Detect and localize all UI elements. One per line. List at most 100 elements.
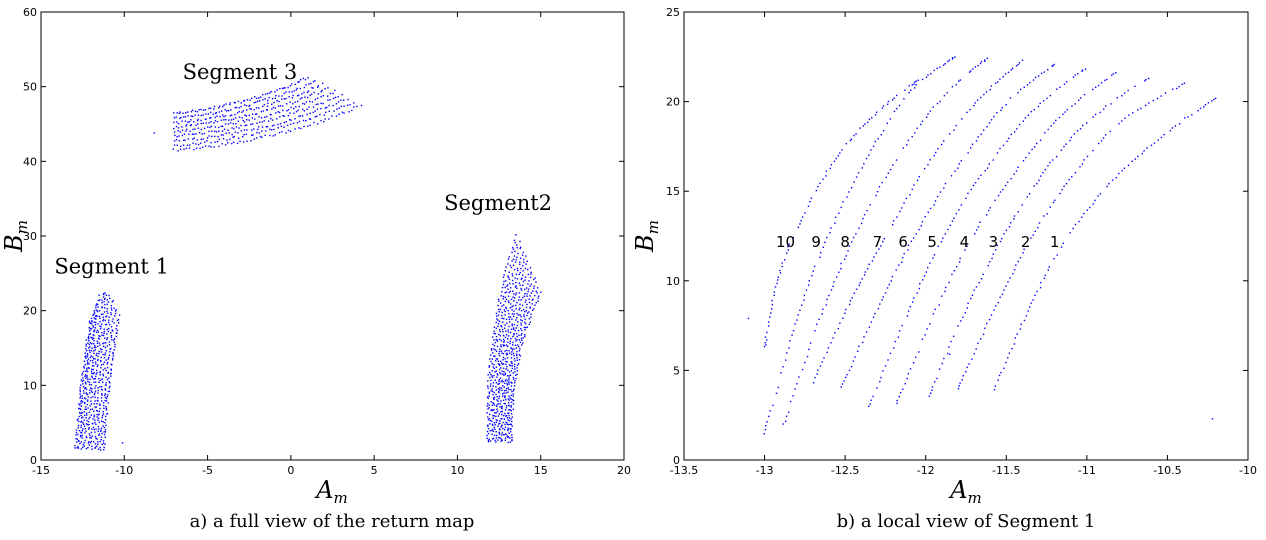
panel-b-point-curve-2 xyxy=(1098,142,1100,145)
panel-a-point-segment-3 xyxy=(338,113,340,115)
panel-a-point-segment2 xyxy=(488,365,491,367)
panel-a-point-segment-1 xyxy=(105,369,107,372)
panel-a-point-segment-3 xyxy=(276,118,278,120)
panel-a-point-segment-1 xyxy=(112,353,114,355)
panel-a-point-segment-3 xyxy=(189,144,191,146)
panel-a-point-segment-1 xyxy=(109,297,111,300)
panel-a-point-segment2 xyxy=(497,439,499,441)
panel-b-point-curve-5 xyxy=(977,177,980,180)
panel-a-point-segment2 xyxy=(495,321,497,324)
panel-a-point-segment-1 xyxy=(87,399,89,401)
panel-b-point-curve-3 xyxy=(973,289,975,291)
panel-b-point-curve-1 xyxy=(1089,206,1091,209)
panel-a-point-segment2 xyxy=(508,318,511,321)
panel-b-point-curve-10 xyxy=(891,99,894,101)
panel-b-point-curve-8 xyxy=(925,116,928,118)
panel-b-point-curve-7 xyxy=(903,202,905,204)
panel-a-point-segment2 xyxy=(493,397,495,399)
panel-b-point-curve-1 xyxy=(1056,254,1058,256)
panel-a-point-segment2 xyxy=(494,379,497,381)
panel-a-point-segment-1 xyxy=(116,319,119,322)
panel-a-point-segment-1 xyxy=(94,387,96,389)
panel-a-point-segment2 xyxy=(509,340,511,343)
panel-a-point-segment-3 xyxy=(326,95,329,97)
panel-a-point-segment-1 xyxy=(101,415,104,417)
panel-a-point-segment2 xyxy=(502,414,505,417)
panel-a-point-segment-1 xyxy=(80,431,82,434)
panel-a-point-segment-1 xyxy=(90,317,93,320)
panel-b-point-curve-1 xyxy=(1013,343,1016,345)
panel-a-point-segment2 xyxy=(490,379,492,382)
panel-a-point-segment2 xyxy=(492,394,494,396)
panel-a-point-segment2 xyxy=(520,310,523,312)
panel-a-point-segment-1 xyxy=(88,381,91,384)
panel-b-point-curve-5 xyxy=(951,220,954,222)
panel-a-point-segment2 xyxy=(514,374,517,376)
panel-a-point-segment-3 xyxy=(241,117,243,119)
panel-a-point-segment-1 xyxy=(86,370,89,373)
panel-a-point-segment-1 xyxy=(91,448,93,450)
panel-b-point-curve-9 xyxy=(868,154,870,156)
panel-a-point-segment2 xyxy=(507,329,509,331)
panel-b-curve-label-6: 6 xyxy=(898,233,908,251)
panel-a-point-segment-1 xyxy=(104,388,106,390)
panel-b-point-curve-6 xyxy=(891,275,894,278)
panel-a-point-segment2 xyxy=(505,387,508,390)
panel-a-point-segment-1 xyxy=(100,449,102,451)
panel-b-point-curve-4 xyxy=(1104,79,1106,82)
panel-a-point-segment2 xyxy=(507,335,510,337)
panel-a-point-segment-1 xyxy=(100,323,103,325)
panel-b-point-curve-7 xyxy=(826,351,828,354)
panel-b-y-tick-label: 15 xyxy=(666,185,680,198)
panel-a-point-segment-1 xyxy=(94,327,97,329)
panel-a-point-segment-1 xyxy=(104,346,107,349)
panel-a-point-segment-1 xyxy=(86,354,89,356)
panel-a-point-segment-1 xyxy=(80,421,82,423)
panel-b-point-curve-2 xyxy=(965,371,967,373)
panel-b-point-curve-9 xyxy=(788,347,790,349)
panel-a-point-segment2 xyxy=(522,270,524,272)
panel-a-point-segment-1 xyxy=(94,346,97,349)
panel-a-point-segment-1 xyxy=(83,425,86,427)
panel-b-point-curve-9 xyxy=(829,231,831,234)
panel-a-point-segment-1 xyxy=(100,439,103,441)
panel-a-point-segment2 xyxy=(511,416,514,418)
panel-b-point-curve-8 xyxy=(986,57,988,60)
panel-a-point-segment-1 xyxy=(102,345,105,348)
panel-b-point-curve-8 xyxy=(828,294,830,297)
panel-a-point-segment-3 xyxy=(257,107,260,109)
panel-b-point-curve-1 xyxy=(1047,269,1050,271)
panel-a-point-segment2 xyxy=(492,343,494,346)
panel-a-point-segment2 xyxy=(490,401,492,403)
panel-a-point-segment-3 xyxy=(212,113,214,115)
panel-a-point-segment-1 xyxy=(93,410,95,412)
panel-a-point-segment2 xyxy=(527,273,530,276)
panel-a-point-segment-3 xyxy=(205,118,207,120)
panel-a-point-segment2 xyxy=(507,419,509,421)
panel-a-point-segment-1 xyxy=(92,426,95,429)
panel-a-point-segment2 xyxy=(511,318,513,320)
panel-a-point-segment2 xyxy=(536,287,539,289)
panel-b-point-curve-4 xyxy=(906,377,908,380)
panel-a-point-segment-3 xyxy=(298,127,300,129)
panel-b-point-curve-9 xyxy=(830,227,832,229)
panel-b-point-curve-8 xyxy=(943,94,946,97)
panel-a-point-segment2 xyxy=(517,362,520,365)
panel-a-annotation-segment2: Segment2 xyxy=(444,191,552,215)
panel-a-point-segment-3 xyxy=(313,121,315,124)
panel-a-point-segment-1 xyxy=(83,442,85,444)
panel-b-point-curve-6 xyxy=(1000,109,1002,111)
panel-b-point-curve-5 xyxy=(901,324,903,327)
panel-a-point-segment2 xyxy=(510,287,512,289)
panel-a-point-segment-1 xyxy=(104,389,107,391)
panel-b-point-curve-4 xyxy=(912,362,915,364)
panel-a-point-segment-1 xyxy=(80,408,82,411)
panel-b-point-curve-9 xyxy=(865,157,868,160)
panel-a-point-segment-3 xyxy=(218,111,221,113)
panel-a-point-segment-1 xyxy=(85,388,88,390)
panel-a-point-segment-3 xyxy=(335,115,338,117)
panel-a-point-segment2 xyxy=(510,357,513,359)
panel-a-point-segment-1 xyxy=(107,402,109,404)
panel-b-point-curve-10 xyxy=(913,81,916,83)
panel-a-point-segment2 xyxy=(514,379,516,382)
